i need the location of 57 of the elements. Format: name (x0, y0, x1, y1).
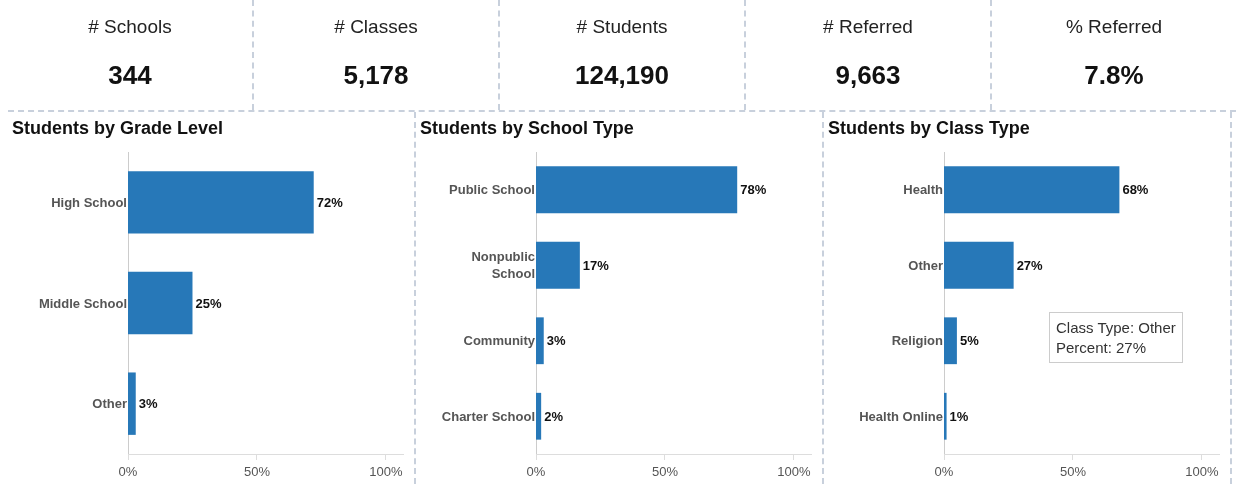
x-tick-label: 0% (934, 463, 954, 479)
data-label: 2% (544, 408, 564, 424)
data-label: 68% (1122, 182, 1149, 198)
bar (944, 166, 1120, 214)
data-label: 72% (316, 194, 344, 210)
y-tick-label: High School (51, 194, 127, 210)
bar (536, 166, 738, 214)
data-label: 3% (546, 333, 566, 349)
chart-title: Students by School Type (420, 117, 634, 138)
bar (536, 392, 542, 440)
text: 124,190 (575, 60, 669, 90)
x-tick-label: 50% (243, 463, 271, 479)
text: 7.8% (1084, 60, 1144, 90)
bar (128, 271, 193, 335)
annotation: Percent: 27% (1056, 338, 1147, 356)
data-label: 25% (195, 295, 222, 311)
annotation: Class Type: Other (1056, 319, 1176, 336)
bar (944, 392, 947, 440)
y-tick-label: Other (92, 396, 127, 412)
data-label: 17% (582, 257, 610, 273)
y-tick-label: Health (903, 182, 944, 198)
y-tick-label: Health Online (859, 408, 943, 424)
category-label: # Referred (822, 16, 914, 38)
bar (536, 317, 544, 365)
data-label: 5% (959, 333, 980, 349)
bar (128, 372, 136, 435)
y-tick-label: Nonpublic School (471, 249, 535, 282)
x-tick-label: 0% (526, 463, 546, 479)
x-tick-label: 50% (651, 463, 679, 479)
bar (944, 241, 1014, 289)
bar (944, 317, 957, 365)
y-tick-label: Community (463, 333, 536, 349)
data-label: 27% (1016, 257, 1044, 273)
x-tick-label: 100% (369, 463, 403, 479)
x-tick-label: 100% (777, 463, 811, 479)
bar (128, 171, 314, 234)
y-tick-label: Charter School (441, 408, 535, 424)
data-label: 78% (740, 182, 767, 198)
text: 5,178 (343, 60, 409, 90)
chart-title: Students by Class Type (828, 117, 1030, 138)
y-tick-label: Religion (891, 333, 944, 349)
x-tick-label: 100% (1185, 463, 1219, 479)
y-tick-label: Other (908, 257, 943, 273)
category-label: # Schools (87, 16, 173, 38)
category-label: # Students (575, 16, 669, 38)
x-tick-label: 50% (1059, 463, 1087, 479)
bar (536, 241, 580, 289)
x-tick-label: 0% (118, 463, 138, 479)
y-tick-label: Public School (449, 182, 535, 198)
text: 344 (108, 60, 152, 90)
data-label: 3% (138, 396, 158, 412)
text: 9,663 (835, 60, 901, 90)
y-tick-label: Middle School (38, 295, 127, 311)
chart-title: Students by Grade Level (12, 117, 224, 138)
data-label: 1% (949, 408, 969, 424)
category-label: # Classes (333, 16, 419, 38)
category-label: % Referred (1064, 16, 1164, 38)
